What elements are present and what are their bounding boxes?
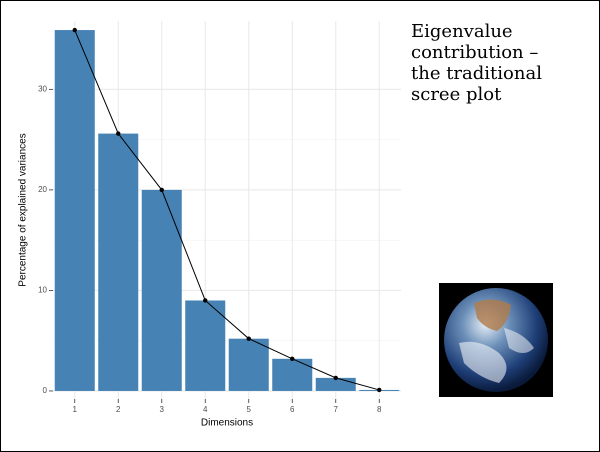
- earth-image: [439, 283, 553, 397]
- y-tick-label: 0: [43, 386, 48, 395]
- title-line: the traditional: [411, 63, 542, 84]
- x-tick-label: 7: [334, 405, 339, 414]
- bar: [141, 189, 182, 391]
- bar: [185, 300, 226, 391]
- bar: [228, 338, 269, 391]
- line-point: [159, 187, 164, 193]
- line-point: [377, 387, 382, 393]
- x-tick-label: 1: [73, 405, 78, 414]
- line-point: [290, 356, 295, 361]
- title-line: scree plot: [411, 84, 502, 105]
- line-point: [246, 336, 251, 341]
- y-axis-label: Percentage of explained variances: [18, 133, 29, 286]
- line-point: [203, 298, 208, 303]
- x-tick-label: 6: [290, 405, 295, 414]
- trend-line: [74, 29, 380, 391]
- y-tick-label: 20: [38, 185, 47, 194]
- x-tick-label: 3: [160, 405, 165, 414]
- y-tick-label: 10: [38, 286, 47, 295]
- x-tick-label: 8: [377, 405, 382, 414]
- title-line: contribution –: [411, 42, 539, 63]
- x-tick-label: 4: [203, 405, 208, 414]
- x-axis-label: Dimensions: [201, 418, 253, 429]
- slide-title: Eigenvalue contribution – the traditional s…: [411, 21, 542, 105]
- line-point: [116, 131, 121, 136]
- y-tick-label: 30: [38, 84, 47, 93]
- bar: [54, 30, 95, 391]
- x-tick-label: 2: [116, 405, 121, 414]
- bar: [272, 358, 313, 391]
- title-line: Eigenvalue: [411, 21, 513, 42]
- chart: 0 10 20 30 1 2 3 4 5 6 7 8 Dimensions Percentage of e…: [18, 21, 401, 429]
- x-tick-label: 5: [247, 405, 252, 414]
- bar: [98, 133, 139, 391]
- line-point: [333, 375, 338, 381]
- line-point: [72, 27, 77, 33]
